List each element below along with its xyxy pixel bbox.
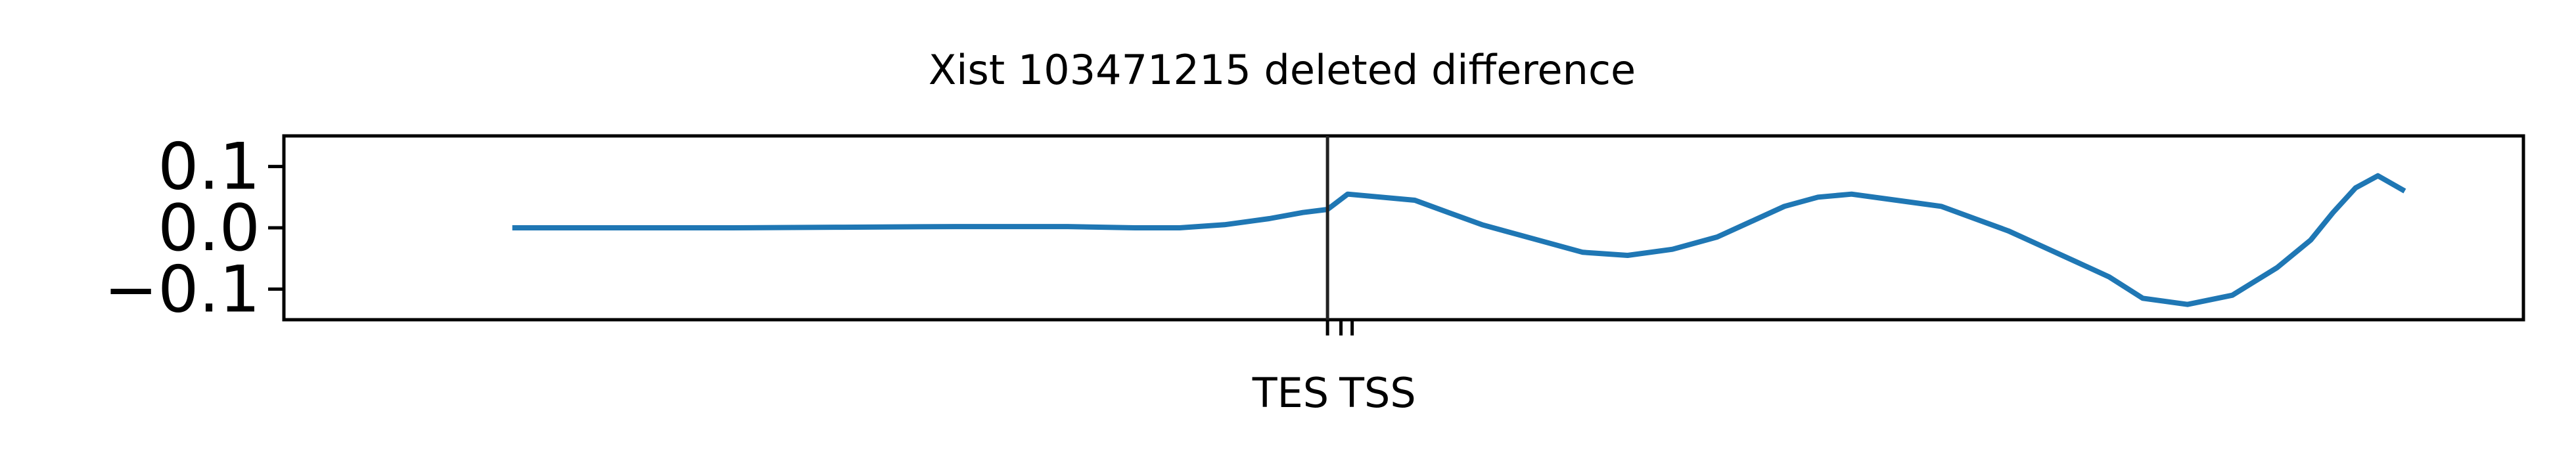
y-axis: 0.10.0−0.1 (104, 130, 284, 327)
x-tick-label: TSS (1339, 369, 1416, 417)
y-tick-label: 0.0 (158, 191, 260, 266)
x-tick-label: TES (1252, 369, 1329, 417)
y-tick-label: −0.1 (104, 252, 260, 327)
chart-title: Xist 103471215 deleted difference (929, 46, 1636, 94)
series-line (512, 173, 2406, 307)
y-tick-label: 0.1 (158, 130, 260, 205)
series-layer (512, 173, 2406, 307)
x-axis: TES TSS (1252, 320, 1416, 417)
